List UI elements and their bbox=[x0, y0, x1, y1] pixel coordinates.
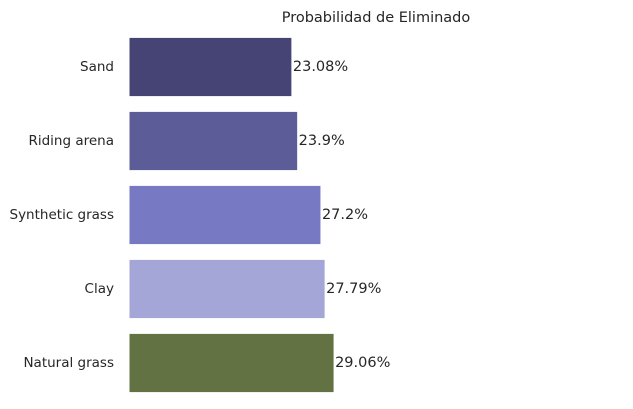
value-label-synthetic-grass: 27.2% bbox=[322, 207, 368, 223]
tick-label-clay: Clay bbox=[85, 281, 114, 297]
value-label-natural-grass: 29.06% bbox=[335, 355, 390, 371]
bar-clay bbox=[128, 258, 326, 320]
category-tick-labels: Sand Riding arena Synthetic grass Clay Natur… bbox=[10, 59, 115, 371]
tick-label-synthetic-grass: Synthetic grass bbox=[10, 207, 115, 223]
value-label-sand: 23.08% bbox=[293, 59, 348, 75]
bar-natural-grass bbox=[128, 332, 335, 394]
tick-label-sand: Sand bbox=[80, 59, 114, 75]
bar-sand bbox=[128, 36, 293, 98]
value-label-clay: 27.79% bbox=[326, 281, 381, 297]
tick-label-riding-arena: Riding arena bbox=[28, 133, 114, 149]
tick-label-natural-grass: Natural grass bbox=[23, 355, 114, 371]
chart-title: Probabilidad de Eliminado bbox=[282, 10, 471, 26]
bar-riding-arena bbox=[128, 110, 299, 172]
bars-layer bbox=[128, 36, 335, 394]
value-labels: 23.08% 23.9% 27.2% 27.79% 29.06% bbox=[293, 59, 390, 371]
bar-synthetic-grass bbox=[128, 184, 322, 246]
value-label-riding-arena: 23.9% bbox=[299, 133, 345, 149]
